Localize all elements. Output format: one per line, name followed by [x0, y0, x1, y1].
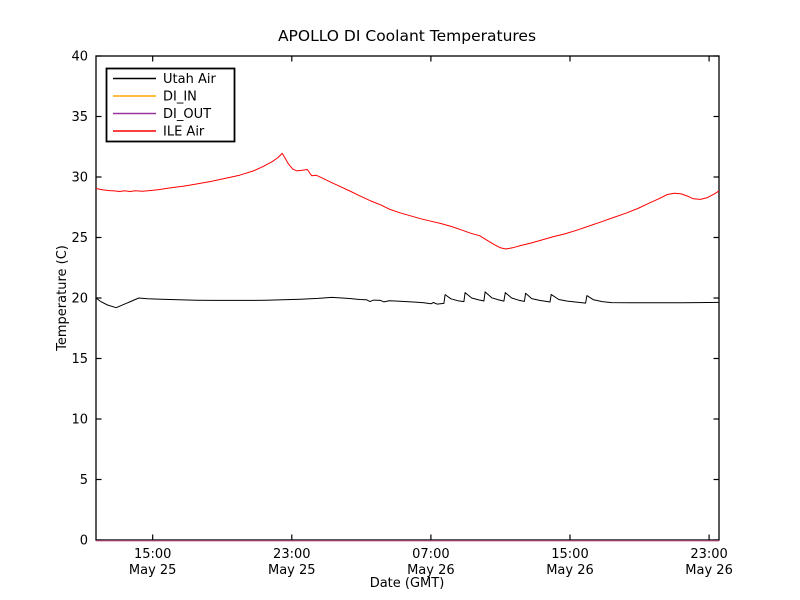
x-tick-label-date: May 26 — [407, 563, 455, 578]
legend-label-ile-air: ILE Air — [163, 125, 205, 140]
x-axis-label: Date (GMT) — [370, 576, 445, 591]
y-tick-label: 10 — [71, 413, 88, 428]
x-tick-label-date: May 25 — [268, 563, 316, 578]
y-tick-label: 15 — [71, 352, 88, 367]
series-line-ile-air — [95, 152, 720, 250]
legend: Utah Air DI_IN DI_OUT ILE Air — [105, 67, 236, 143]
legend-label-di-out: DI_OUT — [163, 107, 211, 122]
y-tick-label: 30 — [71, 171, 88, 186]
x-tick-label-date: May 26 — [685, 563, 733, 578]
y-tick-label: 40 — [71, 50, 88, 65]
x-tick-label-time: 15:00 — [551, 547, 588, 562]
y-axis-label: Temperature (C) — [55, 245, 70, 352]
legend-label-utah-air: Utah Air — [163, 72, 216, 87]
y-tick-label: 5 — [80, 473, 88, 488]
series-line-utah-air — [95, 291, 720, 309]
legend-label-di-in: DI_IN — [163, 90, 197, 105]
chart-title: APOLLO DI Coolant Temperatures — [278, 27, 536, 45]
x-tick-label-date: May 26 — [546, 563, 594, 578]
x-tick-label-date: May 25 — [129, 563, 177, 578]
y-tick-label: 20 — [71, 292, 88, 307]
x-tick-label-time: 23:00 — [273, 547, 310, 562]
legend-box — [105, 67, 236, 143]
y-tick-label: 35 — [71, 110, 88, 125]
y-tick-label: 0 — [80, 534, 88, 549]
x-tick-label-time: 07:00 — [412, 547, 449, 562]
x-tick-label-time: 15:00 — [134, 547, 171, 562]
x-tick-label-time: 23:00 — [690, 547, 727, 562]
y-tick-label: 25 — [71, 231, 88, 246]
series-layer — [95, 152, 720, 542]
